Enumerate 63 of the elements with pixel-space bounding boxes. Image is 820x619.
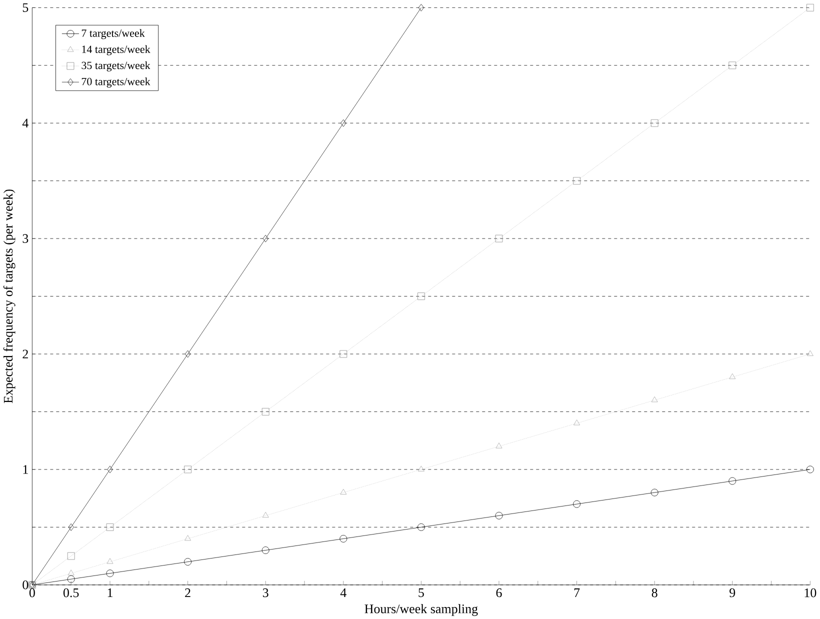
x-tick-label: 4	[340, 588, 346, 597]
point	[340, 488, 347, 494]
y-tick-label: 4	[22, 118, 28, 128]
point	[806, 350, 814, 356]
x-tick-label: 0	[29, 588, 35, 598]
x-tick-label: 3	[262, 588, 268, 598]
point	[495, 512, 503, 520]
point	[67, 552, 75, 560]
point	[495, 234, 503, 242]
legend-label: 35 targets/week	[82, 61, 150, 72]
point	[106, 558, 114, 564]
point	[418, 4, 424, 12]
point	[107, 466, 113, 474]
point	[650, 119, 658, 127]
point	[729, 373, 736, 379]
x-tick-label: 8	[652, 588, 658, 598]
point	[340, 119, 346, 127]
x-tick-label: 7	[574, 588, 580, 597]
point	[67, 575, 75, 583]
point	[184, 558, 192, 566]
point	[262, 512, 269, 518]
x-tick-label: 9	[730, 588, 736, 598]
point	[68, 570, 74, 576]
point	[573, 176, 580, 184]
x-axis-title: Hours/week sampling	[364, 604, 478, 616]
point	[417, 523, 425, 531]
legend-label: 7 targets/week	[82, 29, 145, 40]
point	[68, 523, 74, 531]
point	[184, 466, 192, 474]
point	[650, 488, 658, 496]
point	[806, 466, 814, 474]
point	[574, 419, 580, 426]
x-tick-label: 2	[185, 588, 190, 597]
y-tick-label: 1	[23, 465, 28, 474]
point	[651, 396, 658, 402]
point	[184, 350, 191, 358]
x-tick-label: 0.5	[63, 588, 79, 598]
point	[496, 442, 502, 448]
x-tick-label: 10	[804, 588, 816, 598]
y-tick-label: 3	[22, 234, 28, 243]
legend-label: 14 targets/week	[82, 45, 150, 56]
x-tick-label: 6	[496, 588, 502, 598]
point	[418, 466, 424, 472]
point	[806, 4, 814, 12]
y-axis-title: Expected frequency of targets (per week)	[3, 189, 16, 403]
point	[184, 534, 192, 541]
point	[340, 534, 348, 542]
point	[262, 546, 270, 554]
x-tick-label: 1	[108, 588, 112, 597]
point	[728, 477, 736, 485]
point	[262, 408, 270, 416]
y-tick-label: 5	[22, 3, 28, 12]
point	[728, 62, 736, 69]
y-tick-label: 0	[22, 580, 28, 590]
point	[106, 570, 114, 577]
legend-label: 70 targets/week	[82, 77, 150, 88]
point	[106, 523, 114, 531]
point	[340, 350, 348, 358]
x-tick-label: 5	[418, 588, 424, 597]
point	[417, 292, 425, 300]
point	[573, 500, 580, 508]
y-tick-label: 2	[22, 350, 28, 358]
point	[262, 234, 268, 242]
